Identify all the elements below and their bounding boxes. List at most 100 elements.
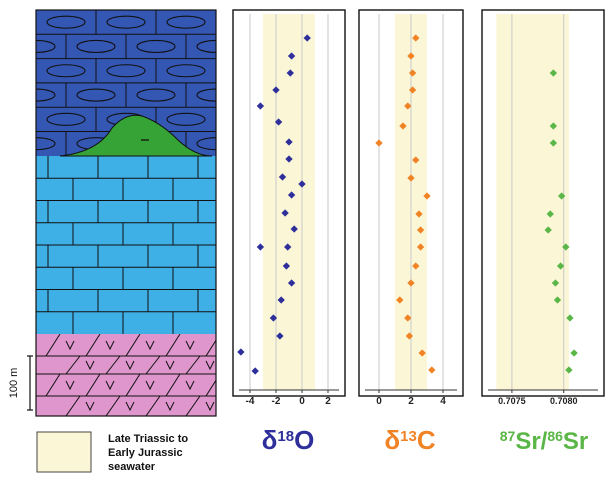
data-point (256, 243, 265, 251)
title-d13c-sup: 13 (400, 428, 417, 445)
panel-frame (358, 9, 464, 397)
ooid (196, 39, 216, 53)
ooid (106, 64, 146, 78)
data-point (549, 69, 558, 77)
data-point (284, 243, 292, 251)
panel-frame (232, 9, 346, 397)
tick-label: 2 (408, 396, 414, 407)
ooid (166, 112, 206, 126)
v-mark (65, 340, 75, 351)
data-point (407, 52, 415, 60)
ooid (36, 39, 56, 53)
title-d13c-main: C (417, 425, 436, 455)
v-mark (85, 360, 95, 371)
data-point (566, 314, 574, 322)
tick-label: -2 (272, 396, 281, 407)
data-point (375, 139, 383, 147)
fracture-line (105, 395, 121, 416)
ooid (196, 137, 216, 151)
title-d18o: δ18O (262, 425, 315, 455)
v-mark (165, 401, 175, 412)
fracture-line (45, 373, 61, 397)
v-mark (145, 340, 155, 351)
data-point (237, 348, 245, 356)
data-point (412, 262, 420, 270)
data-point (562, 243, 570, 251)
scale-bar-label: 100 m (8, 368, 20, 399)
ooid (166, 15, 206, 29)
title-d13c: δ13C (384, 425, 435, 455)
ooid (166, 64, 206, 78)
data-point (408, 69, 417, 77)
v-mark (125, 401, 135, 412)
fracture-line (65, 355, 81, 375)
tick-label: 0.7080 (550, 396, 578, 406)
stratigraphic-column (0, 9, 217, 417)
ooid (46, 15, 86, 29)
title-sr-sup2: 86 (547, 428, 563, 444)
title-sr: 87Sr/86Sr (500, 428, 589, 455)
data-point (298, 180, 306, 188)
data-point (428, 366, 436, 374)
panel-frame (481, 9, 605, 397)
reef-mound (59, 114, 213, 157)
title-sr-main2: Sr (563, 428, 588, 455)
title-sr-main1: Sr/ (515, 428, 547, 455)
data-point (544, 226, 552, 234)
fracture-line (165, 373, 181, 397)
data-point (277, 296, 285, 304)
fracture-line (145, 355, 161, 375)
title-d13c-delta: δ (384, 425, 400, 455)
column-outline (35, 9, 217, 417)
fracture-line (185, 355, 201, 375)
ooid (0, 16, 25, 28)
oolite-pattern (0, 10, 216, 156)
v-mark (185, 340, 195, 351)
fracture-line (205, 339, 216, 357)
legend-line-3: seawater (108, 461, 156, 473)
chart-sr: 0.7075 0.7080 (481, 9, 605, 406)
data-point (251, 367, 259, 375)
tick-label: 0 (299, 396, 305, 407)
ooid (46, 112, 86, 126)
data-point (287, 191, 296, 199)
ooid (0, 65, 25, 77)
data-point (415, 210, 423, 218)
data-point (551, 279, 560, 287)
data-point (549, 139, 558, 147)
fracture-line (145, 395, 161, 416)
data-point (285, 155, 293, 163)
data-point (570, 349, 578, 357)
tick-label: -4 (246, 396, 255, 407)
ooid (136, 88, 176, 102)
v-mark (125, 360, 135, 371)
data-point (407, 279, 415, 287)
data-point (256, 102, 265, 110)
fracture-line (125, 334, 141, 357)
data-point (416, 226, 425, 234)
data-point (546, 210, 554, 218)
fracture-line (105, 355, 121, 375)
v-mark (105, 380, 115, 391)
data-point (282, 262, 291, 270)
data-point (553, 296, 562, 304)
v-mark (205, 360, 215, 371)
fracture-line (165, 334, 181, 357)
data-point (287, 279, 296, 287)
fracture-line (125, 373, 141, 397)
v-mark (165, 360, 175, 371)
tick-label: 4 (440, 396, 446, 407)
ooid (46, 64, 86, 78)
data-point (408, 86, 417, 94)
title-d18o-main: O (294, 425, 314, 455)
legend: Late Triassic to Early Jurassic seawater (36, 431, 188, 473)
v-mark (185, 380, 195, 391)
data-point (287, 52, 296, 60)
v-mark (145, 380, 155, 391)
data-point (557, 192, 566, 200)
v-mark (205, 401, 215, 412)
data-point (416, 243, 425, 251)
fracture-line (85, 334, 101, 357)
fracture-line (205, 379, 216, 397)
data-point (565, 366, 573, 374)
